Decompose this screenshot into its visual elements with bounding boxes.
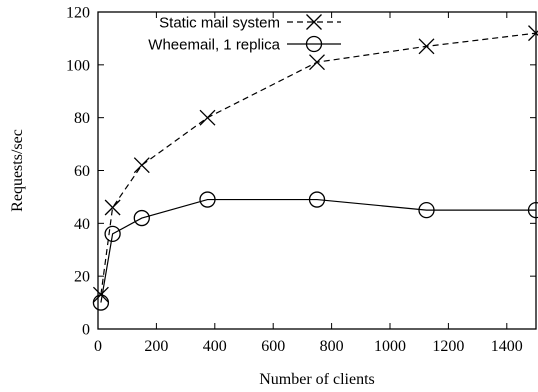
legend-label: Wheemail, 1 replica [148, 37, 280, 54]
series-line-2 [100, 198, 536, 303]
x-tick-label: 600 [261, 338, 285, 355]
data-point-1 [309, 54, 325, 71]
y-tick-label: 0 [82, 322, 90, 339]
x-tick-label: 800 [320, 338, 344, 355]
x-tick-label: 0 [94, 338, 102, 355]
y-axis-label: Requests/sec [9, 129, 26, 212]
x-tick-label: 1200 [432, 338, 464, 355]
data-point-2 [104, 225, 121, 243]
y-tick-label: 40 [74, 216, 90, 233]
data-point-1 [104, 199, 121, 216]
legend-marker [305, 35, 323, 53]
data-point-1 [199, 109, 216, 126]
x-axis-ticks: 0 200 400 600 800 1000 1200 1400 [94, 12, 523, 355]
data-point-1 [133, 157, 150, 174]
legend: Static mail system Wheemail, 1 replica [148, 14, 341, 54]
data-point-2 [133, 209, 150, 227]
x-axis-label: Number of clients [259, 371, 375, 388]
series-lines [100, 32, 537, 303]
x-tick-label: 200 [144, 338, 168, 355]
y-axis-ticks: 0 20 40 60 80 100 120 [66, 5, 536, 339]
data-point-2 [418, 201, 435, 219]
series-line-1 [100, 32, 537, 295]
data-point-2 [308, 191, 326, 208]
series-markers [92, 25, 538, 311]
data-point-2 [199, 191, 216, 208]
data-point-2 [92, 294, 110, 311]
data-point-1 [418, 38, 435, 55]
x-tick-label: 1000 [374, 338, 406, 355]
y-tick-label: 60 [74, 163, 90, 180]
y-tick-label: 120 [66, 5, 90, 22]
plot-area-frame [97, 11, 537, 330]
x-tick-label: 1400 [491, 338, 523, 355]
x-tick-label: 400 [203, 338, 227, 355]
y-tick-label: 80 [74, 110, 90, 127]
legend-label: Static mail system [159, 15, 280, 32]
legend-marker [306, 14, 322, 30]
y-tick-label: 100 [66, 57, 90, 74]
y-tick-label: 20 [74, 269, 90, 286]
